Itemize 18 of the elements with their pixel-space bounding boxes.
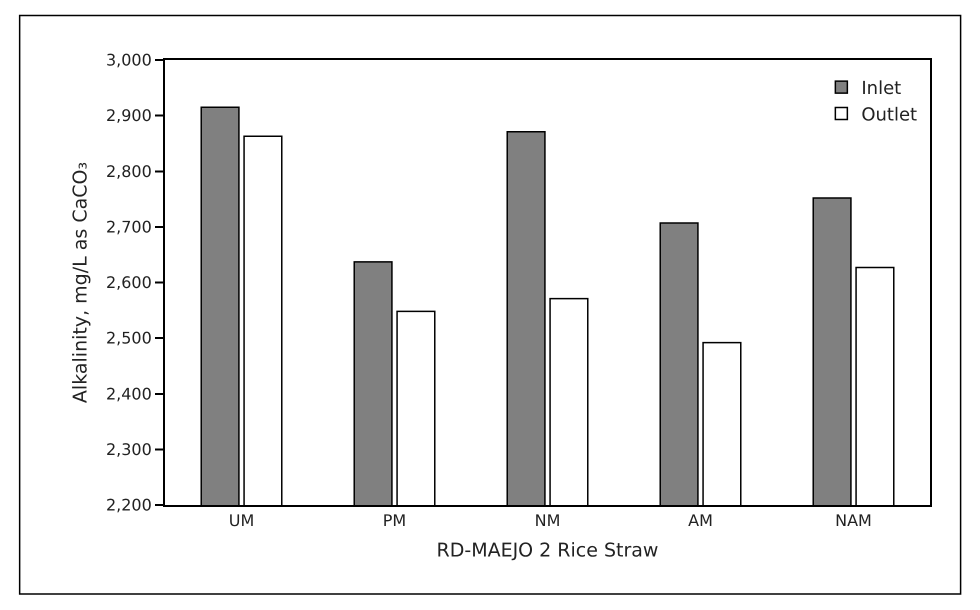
legend-label: Inlet — [861, 78, 902, 100]
y-tick-label: 2,700 — [106, 217, 152, 236]
y-axis-title: Alkalinity, mg/L as CaCO₃ — [69, 162, 92, 404]
x-tick-label: UM — [228, 511, 254, 530]
y-tick-label: 2,200 — [106, 496, 152, 515]
y-tick-label: 2,300 — [106, 440, 152, 459]
y-tick-label: 2,500 — [106, 328, 152, 348]
x-tick-label: PM — [382, 511, 406, 530]
y-tick-label: 2,600 — [106, 273, 152, 292]
y-tick-label: 2,800 — [106, 162, 152, 181]
x-axis-title: RD-MAEJO 2 Rice Straw — [436, 540, 658, 562]
y-tick-label: 2,400 — [106, 384, 152, 404]
x-tick-label: AM — [688, 511, 713, 530]
y-tick-label: 3,000 — [106, 50, 152, 70]
x-tick-label: NM — [534, 511, 560, 530]
legend-label: Outlet — [861, 104, 918, 126]
x-tick-label: NAM — [835, 511, 872, 530]
y-tick-label: 2,900 — [106, 106, 152, 126]
